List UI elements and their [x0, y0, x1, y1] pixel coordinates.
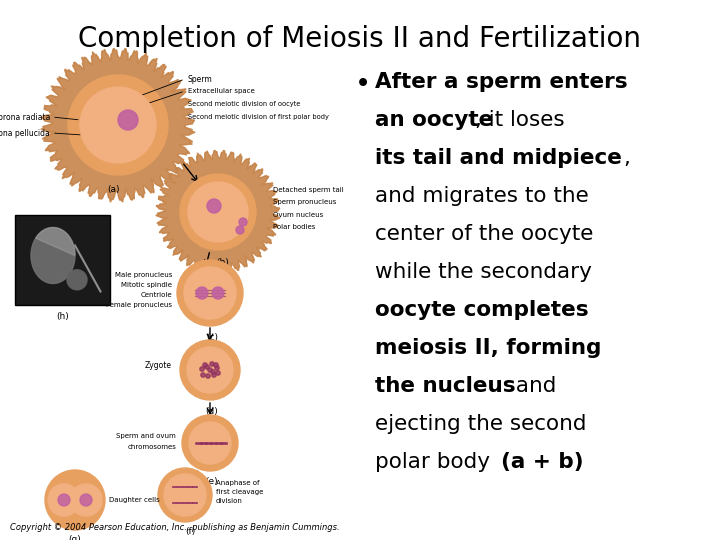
- Text: oocyte completes: oocyte completes: [375, 300, 589, 320]
- Text: (a + b): (a + b): [501, 452, 584, 472]
- Circle shape: [48, 484, 80, 516]
- Text: Anaphase of: Anaphase of: [216, 480, 259, 486]
- Text: Centriole: Centriole: [140, 292, 172, 298]
- Text: its tail and midpiece: its tail and midpiece: [375, 148, 622, 168]
- Circle shape: [180, 174, 256, 250]
- Text: , it loses: , it loses: [475, 110, 564, 130]
- Text: Daughter cells: Daughter cells: [109, 497, 160, 503]
- Circle shape: [216, 371, 220, 375]
- Circle shape: [189, 422, 231, 464]
- Circle shape: [204, 365, 210, 369]
- Circle shape: [239, 218, 247, 226]
- Text: Zygote: Zygote: [145, 361, 172, 369]
- Polygon shape: [41, 49, 195, 202]
- Circle shape: [180, 340, 240, 400]
- Circle shape: [177, 260, 243, 326]
- Text: Polar bodies: Polar bodies: [273, 224, 315, 230]
- Circle shape: [214, 363, 218, 367]
- Circle shape: [196, 287, 208, 299]
- Text: Second meiotic division of first polar body: Second meiotic division of first polar b…: [188, 114, 329, 120]
- Circle shape: [210, 362, 215, 366]
- Polygon shape: [36, 227, 75, 255]
- Circle shape: [236, 226, 244, 234]
- Text: Mitotic spindle: Mitotic spindle: [121, 282, 172, 288]
- Text: Zona pellucida: Zona pellucida: [0, 129, 50, 138]
- Text: Sperm pronucleus: Sperm pronucleus: [273, 199, 336, 205]
- Text: •: •: [355, 72, 371, 98]
- Text: Female pronucleus: Female pronucleus: [106, 302, 172, 308]
- Circle shape: [184, 267, 236, 319]
- Text: chromosomes: chromosomes: [127, 444, 176, 450]
- Text: an oocyte: an oocyte: [375, 110, 493, 130]
- Circle shape: [80, 494, 92, 506]
- Text: meiosis II, forming: meiosis II, forming: [375, 338, 601, 358]
- Text: Second meiotic division of oocyte: Second meiotic division of oocyte: [188, 101, 300, 107]
- Text: first cleavage: first cleavage: [216, 489, 264, 495]
- Text: Completion of Meiosis II and Fertilization: Completion of Meiosis II and Fertilizati…: [78, 25, 642, 53]
- Text: (a): (a): [107, 185, 120, 194]
- Text: (d): (d): [206, 407, 218, 416]
- Text: Male pronucleus: Male pronucleus: [114, 272, 172, 278]
- Circle shape: [68, 75, 168, 175]
- Text: ejecting the second: ejecting the second: [375, 414, 587, 434]
- Circle shape: [215, 366, 219, 370]
- Text: division: division: [216, 498, 243, 504]
- Polygon shape: [156, 150, 280, 274]
- Circle shape: [211, 370, 215, 374]
- Circle shape: [45, 470, 105, 530]
- Text: After a sperm enters: After a sperm enters: [375, 72, 628, 92]
- Text: Sperm and ovum: Sperm and ovum: [116, 433, 176, 439]
- Text: polar body: polar body: [375, 452, 497, 472]
- Circle shape: [70, 484, 102, 516]
- Text: (c): (c): [206, 333, 218, 342]
- Circle shape: [200, 367, 204, 371]
- Text: (f): (f): [185, 527, 195, 536]
- Polygon shape: [31, 227, 75, 284]
- Text: Copyright © 2004 Pearson Education, Inc., publishing as Benjamin Cummings.: Copyright © 2004 Pearson Education, Inc.…: [10, 523, 340, 532]
- Circle shape: [201, 373, 205, 377]
- Circle shape: [80, 87, 156, 163]
- Circle shape: [187, 347, 233, 393]
- Circle shape: [208, 368, 212, 372]
- Circle shape: [164, 474, 206, 516]
- Circle shape: [158, 468, 212, 522]
- Circle shape: [207, 199, 221, 213]
- Circle shape: [212, 287, 224, 299]
- Text: (g): (g): [68, 535, 81, 540]
- Text: Detached sperm tail: Detached sperm tail: [273, 187, 343, 193]
- Text: Corona radiata: Corona radiata: [0, 112, 50, 122]
- Bar: [15, 215, 110, 305]
- Text: Extracellular space: Extracellular space: [188, 88, 255, 94]
- Text: while the secondary: while the secondary: [375, 262, 592, 282]
- Circle shape: [118, 110, 138, 130]
- Text: and: and: [509, 376, 557, 396]
- Text: and migrates to the: and migrates to the: [375, 186, 589, 206]
- Text: center of the oocyte: center of the oocyte: [375, 224, 593, 244]
- Text: Sperm: Sperm: [188, 75, 212, 84]
- Circle shape: [206, 374, 210, 378]
- Polygon shape: [41, 49, 195, 202]
- Text: the nucleus: the nucleus: [375, 376, 516, 396]
- Circle shape: [182, 415, 238, 471]
- Text: (e): (e): [206, 477, 218, 486]
- Circle shape: [58, 494, 70, 506]
- Text: (b): (b): [217, 258, 230, 267]
- Text: (h): (h): [56, 312, 69, 321]
- Polygon shape: [156, 150, 280, 274]
- Text: Ovum nucleus: Ovum nucleus: [273, 212, 323, 218]
- Circle shape: [203, 363, 207, 367]
- Text: ,: ,: [623, 148, 630, 168]
- Circle shape: [212, 373, 216, 377]
- Circle shape: [188, 182, 248, 242]
- Circle shape: [67, 270, 87, 290]
